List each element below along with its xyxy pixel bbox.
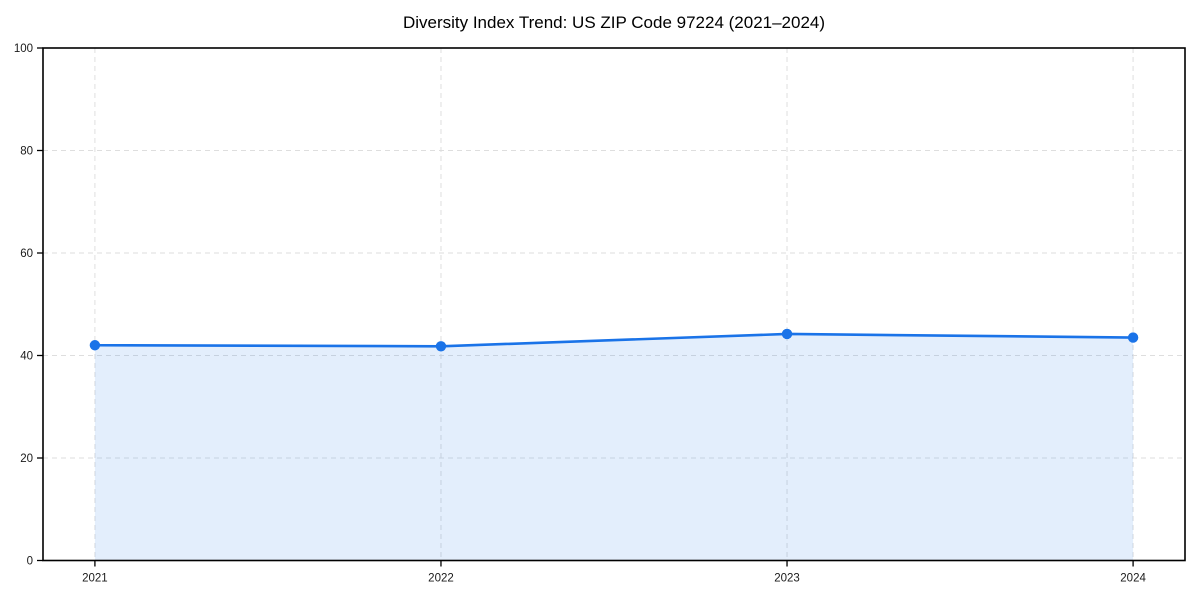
x-tick-label: 2022 xyxy=(428,573,454,585)
x-tick-label: 2021 xyxy=(82,573,108,585)
y-tick-label: 100 xyxy=(14,43,33,55)
chart-title: Diversity Index Trend: US ZIP Code 97224… xyxy=(402,13,826,32)
y-tick-label: 0 xyxy=(27,555,33,567)
y-tick-label: 80 xyxy=(20,145,33,157)
data-point xyxy=(1127,332,1139,343)
series-line xyxy=(93,332,1135,348)
data-point xyxy=(435,341,447,352)
data-point xyxy=(89,340,101,351)
y-tick-label: 60 xyxy=(20,248,33,260)
series-area xyxy=(94,333,1134,561)
x-tick-label: 2024 xyxy=(1120,573,1146,585)
plot-border xyxy=(42,47,1186,562)
y-tick-label: 40 xyxy=(20,350,33,362)
x-tick-label: 2023 xyxy=(774,573,800,585)
data-point xyxy=(781,328,793,340)
y-tick-label: 20 xyxy=(20,453,33,465)
